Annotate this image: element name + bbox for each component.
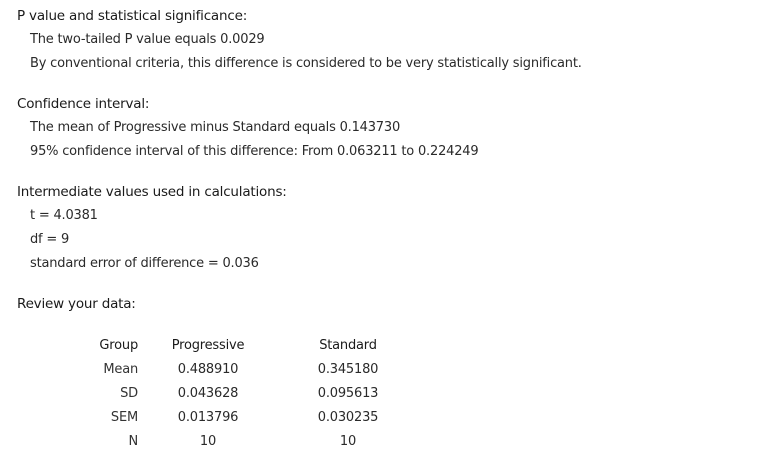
significance-line: By conventional criteria, this differenc… [30,56,582,71]
table-row: SD 0.043628 0.095613 [60,382,418,406]
row-label: N [128,434,138,449]
standard-value: 10 [339,434,357,449]
group-column-header: Group [99,338,138,353]
df-line: df = 9 [30,232,70,247]
standard-value: 0.345180 [317,362,379,377]
intermediate-heading: Intermediate values used in calculations… [17,184,287,200]
progressive-column-header: Progressive [171,338,245,353]
table-header-row: Group Progressive Standard [60,334,418,358]
mean-difference-line: The mean of Progressive minus Standard e… [30,120,401,135]
review-heading: Review your data: [17,296,136,312]
confidence-heading: Confidence interval: [17,96,150,112]
progressive-value: 10 [199,434,217,449]
table-row: SEM 0.013796 0.030235 [60,406,418,430]
confidence-interval-line: 95% confidence interval of this differen… [30,144,479,159]
pvalue-line: The two-tailed P value equals 0.0029 [30,32,265,47]
review-data-table: Group Progressive Standard Mean 0.488910… [60,334,418,454]
progressive-value: 0.488910 [177,362,239,377]
row-label: Mean [103,362,138,377]
table-row: Mean 0.488910 0.345180 [60,358,418,382]
table-row: N 10 10 [60,430,418,454]
standard-error-line: standard error of difference = 0.036 [30,256,259,271]
progressive-value: 0.043628 [177,386,239,401]
standard-column-header: Standard [319,338,377,353]
t-value-line: t = 4.0381 [30,208,98,223]
standard-value: 0.095613 [317,386,379,401]
row-label: SD [120,386,138,401]
standard-value: 0.030235 [317,410,379,425]
row-label: SEM [110,410,138,425]
pvalue-heading: P value and statistical significance: [17,8,248,24]
progressive-value: 0.013796 [177,410,239,425]
